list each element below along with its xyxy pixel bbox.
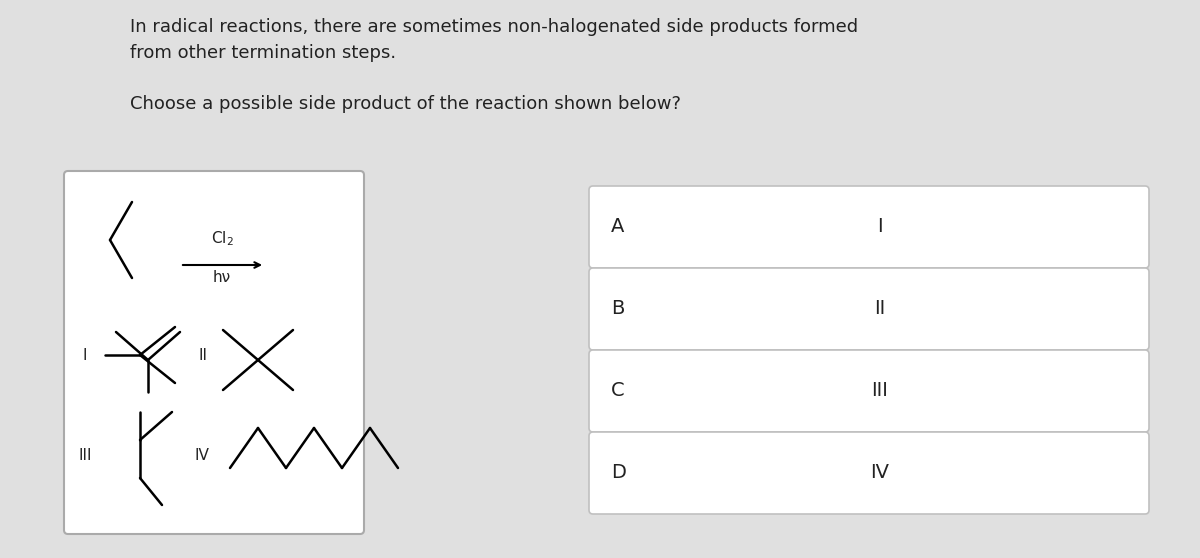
Text: Cl$_2$: Cl$_2$ (211, 229, 233, 248)
Text: C: C (611, 382, 625, 401)
Text: II: II (875, 300, 886, 319)
Text: A: A (611, 218, 624, 237)
Text: IV: IV (194, 448, 210, 463)
Text: I: I (82, 348, 86, 363)
Text: In radical reactions, there are sometimes non-halogenated side products formed: In radical reactions, there are sometime… (130, 18, 858, 36)
Text: III: III (871, 382, 888, 401)
Text: from other termination steps.: from other termination steps. (130, 44, 396, 62)
FancyBboxPatch shape (589, 350, 1150, 432)
FancyBboxPatch shape (589, 186, 1150, 268)
Text: III: III (78, 448, 91, 463)
Text: I: I (877, 218, 883, 237)
Text: II: II (198, 348, 208, 363)
Text: D: D (611, 464, 626, 483)
Text: hν: hν (212, 270, 232, 285)
Text: B: B (611, 300, 624, 319)
Text: Choose a possible side product of the reaction shown below?: Choose a possible side product of the re… (130, 95, 682, 113)
Text: IV: IV (870, 464, 889, 483)
FancyBboxPatch shape (589, 432, 1150, 514)
FancyBboxPatch shape (589, 268, 1150, 350)
FancyBboxPatch shape (64, 171, 364, 534)
